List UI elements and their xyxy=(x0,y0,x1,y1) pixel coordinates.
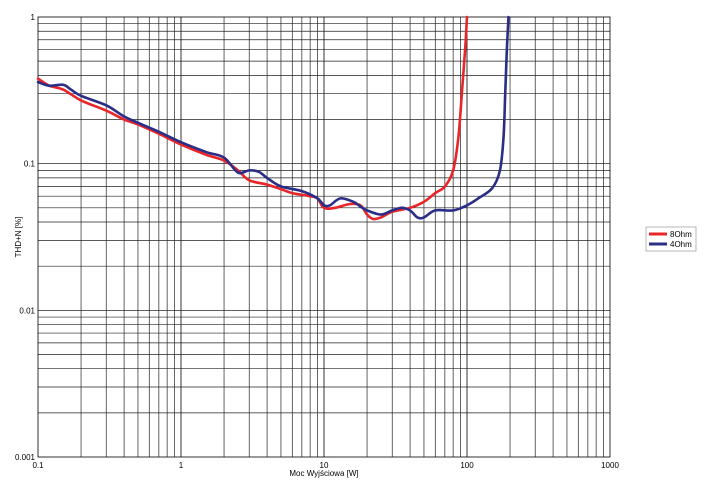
y-tick-labels: 0.001 0.01 0.1 1 xyxy=(15,13,36,462)
plot-frame xyxy=(37,16,611,458)
x-tick-label: 10 xyxy=(320,461,329,470)
y-tick-label: 1 xyxy=(31,13,36,22)
legend-label-4ohm: 4Ohm xyxy=(670,240,692,249)
series-line-8ohm xyxy=(36,15,469,221)
y-tick-label: 0.001 xyxy=(15,453,36,462)
legend: 8Ohm 4Ohm xyxy=(645,226,697,252)
legend-label-8ohm: 8Ohm xyxy=(670,230,692,239)
x-tick-label: 1 xyxy=(179,461,184,470)
x-tick-label: 1000 xyxy=(601,461,619,470)
x-axis-title: Moc Wyjściowa [W] xyxy=(289,469,358,478)
x-tick-label: 100 xyxy=(460,461,474,470)
x-tick-label: 0.1 xyxy=(32,461,44,470)
y-axis-title: THD+N [%] xyxy=(14,217,23,258)
y-tick-label: 0.01 xyxy=(19,306,35,315)
series-lines xyxy=(36,15,510,221)
grid-lines xyxy=(38,17,610,457)
legend-box xyxy=(645,226,697,252)
series-line-4ohm xyxy=(36,15,510,220)
y-tick-label: 0.1 xyxy=(24,160,36,169)
x-tick-labels: 0.1 1 10 100 1000 xyxy=(32,461,619,470)
